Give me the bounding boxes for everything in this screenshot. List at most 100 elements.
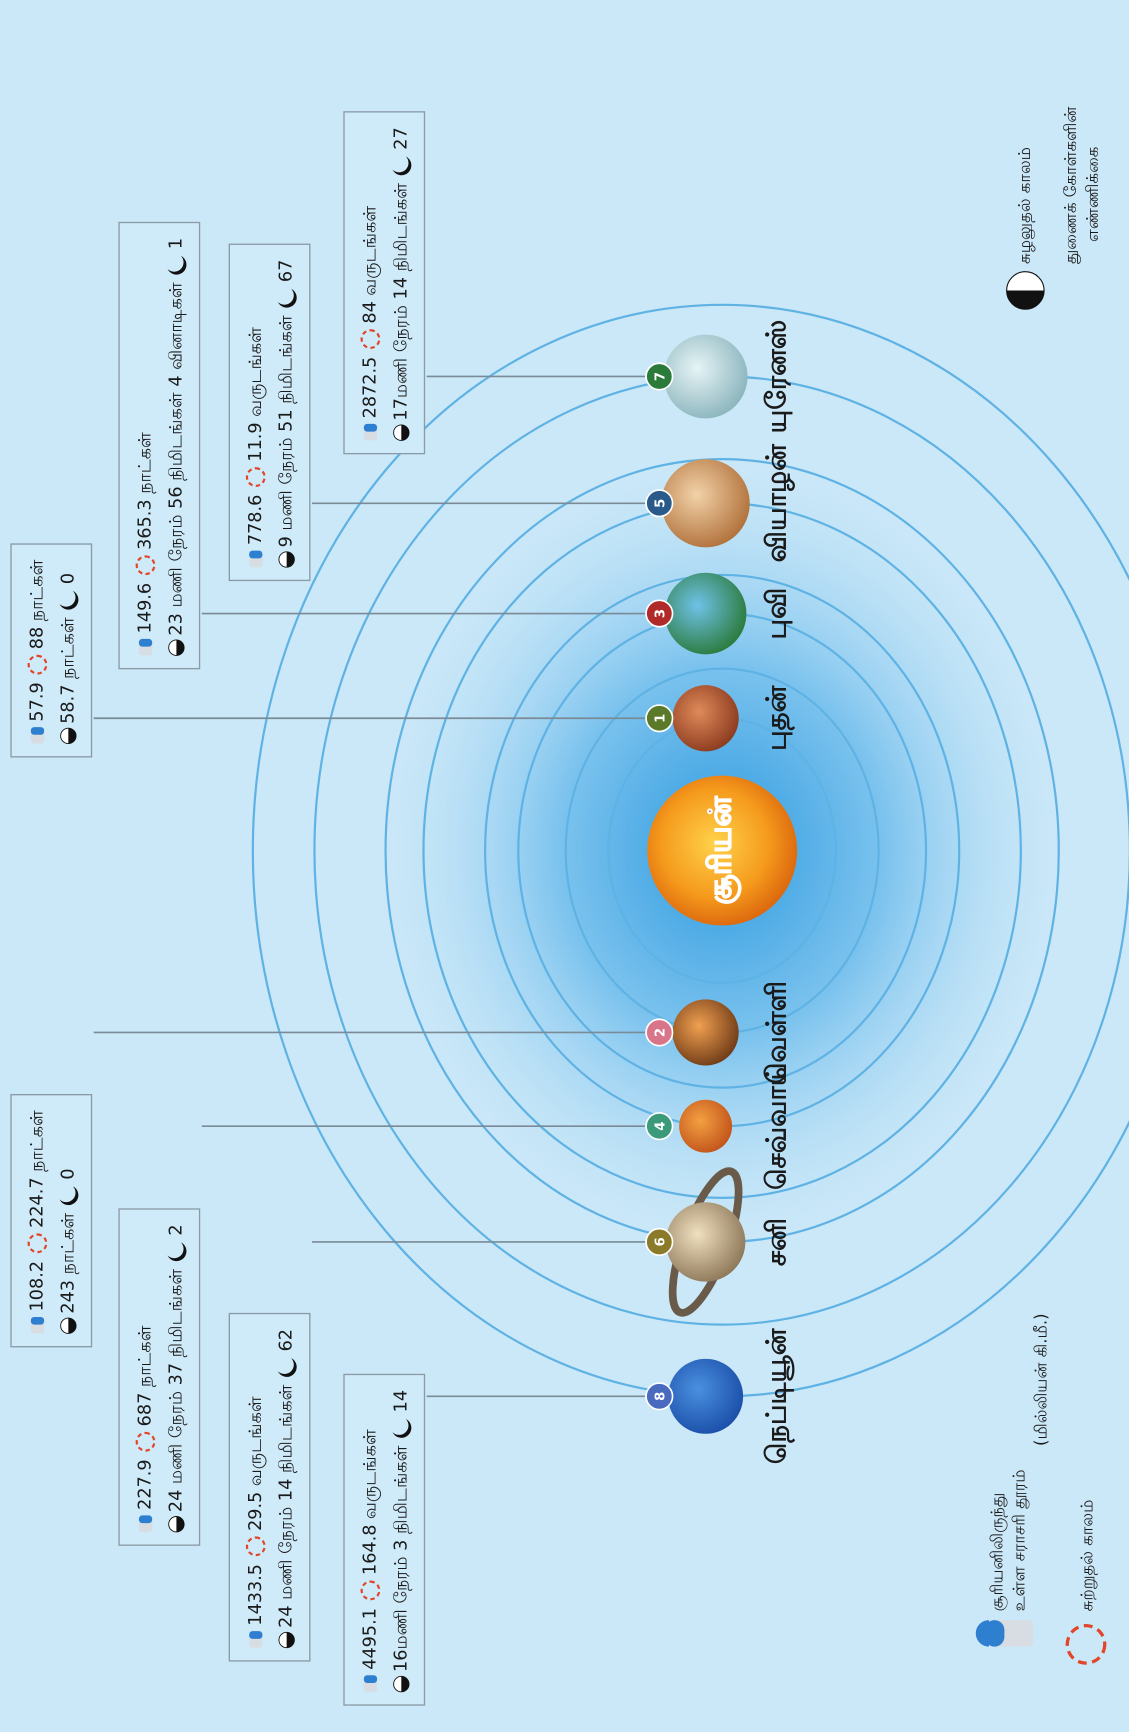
- info-box: 227.9 687 நாட்கள் 24 மணி நேரம் 37 நிமிடங்க…: [119, 1209, 199, 1545]
- rotation-period: 9 மணி நேரம் 51 நிமிடங்கள்: [277, 314, 298, 547]
- planet-number: 5: [653, 499, 668, 508]
- legend-rotation-text: சுழலுதல் காலம்: [1015, 147, 1035, 264]
- revolution-period: 84 வருடங்கள்: [360, 205, 380, 324]
- planet-name-group: புதன்: [760, 684, 795, 750]
- planet-number-group: 6: [653, 1237, 668, 1246]
- planet-name: புதன்: [760, 684, 795, 750]
- planet: [673, 999, 739, 1065]
- distance-icon-blue: [249, 551, 262, 559]
- planet-number: 7: [653, 372, 668, 381]
- revolution-period: 88 நாட்கள்: [27, 558, 48, 649]
- info-box-frame: [119, 1209, 199, 1545]
- solar-system-diagram: சூரியன் 1புதன்2வெள்ளி3புவி4செவ்வாய்5வியா…: [0, 0, 1129, 1732]
- rotation-period: 24 மணி நேரம் 37 நிமிடங்கள்: [166, 1268, 187, 1512]
- planet-number: 8: [653, 1392, 668, 1401]
- planet-number-group: 7: [653, 372, 668, 381]
- planet-number-group: 4: [653, 1122, 668, 1131]
- rotation-period: 24 மணி நேரம் 14 நிமிடங்கள்: [277, 1383, 298, 1627]
- distance: 227.9: [136, 1459, 156, 1509]
- distance-icon-blue: [139, 639, 152, 647]
- distance: 1433.5: [246, 1564, 266, 1626]
- info-box-frame: [119, 222, 199, 668]
- planet: [666, 1202, 745, 1281]
- info-box-frame: [11, 544, 91, 757]
- planet-number-group: 1: [653, 714, 668, 723]
- info-box: 1433.5 29.5 வருடங்கள் 24 மணி நேரம் 14 நிமி…: [229, 1314, 309, 1661]
- planet: [665, 573, 747, 655]
- rotation-period: 58.7 நாட்கள்: [58, 616, 79, 724]
- rotation-period: 16மணி நேரம் 3 நிமிடங்கள்: [391, 1444, 412, 1672]
- moon-count: 0: [58, 573, 78, 584]
- revolution-period: 365.3 நாட்கள்: [136, 431, 157, 550]
- legend-unit: (மில்லியன் கி.மீ.): [1031, 1313, 1050, 1445]
- planet-name: யுரேனஸ்: [760, 320, 792, 434]
- moon-count: 27: [391, 127, 411, 149]
- distance-icon-blue: [364, 424, 377, 432]
- info-box-frame: [344, 112, 424, 454]
- revolution-period: 224.7 நாட்கள்: [27, 1109, 48, 1228]
- legend-text: எண்ணிக்கை: [1083, 146, 1102, 242]
- legend-text: உள்ள சராசரி தூரம்: [1009, 1469, 1029, 1611]
- planet-number-group: 5: [653, 499, 668, 508]
- revolution-period: 164.8 வருடங்கள்: [360, 1428, 380, 1575]
- distance: 149.6: [136, 583, 156, 633]
- planet-number: 4: [653, 1122, 668, 1131]
- moon-count: 0: [58, 1168, 78, 1179]
- planet-name: நெப்டியூன்: [760, 1327, 795, 1464]
- revolution-period: 29.5 வருடங்கள்: [246, 1395, 266, 1531]
- planet-name-group: நெப்டியூன்: [760, 1327, 795, 1464]
- distance-icon-blue: [249, 1631, 262, 1639]
- info-box: 4495.1 164.8 வருடங்கள் 16மணி நேரம் 3 நிமிட…: [344, 1374, 424, 1705]
- planet-name-group: புவி: [760, 588, 792, 640]
- planet-name: வியாழன்: [760, 443, 795, 563]
- info-box: 149.6 365.3 நாட்கள் 23 மணி நேரம் 56 நிமிடங…: [119, 222, 199, 668]
- info-box: 108.2224.7 நாட்கள்243 நாட்கள்0: [11, 1095, 91, 1347]
- distance: 2872.5: [360, 357, 380, 419]
- page: {"sun": {"label": "சூரியன்"}, "planets":…: [0, 0, 1129, 1732]
- moon-count: 62: [277, 1329, 297, 1351]
- planet-name: சனி: [760, 1218, 792, 1266]
- planet-number: 6: [653, 1237, 668, 1246]
- planet-name-group: செவ்வாய்: [760, 1062, 792, 1189]
- planet: [662, 459, 750, 547]
- legend-revolution-text: சுற்றுதல் காலம்: [1078, 1500, 1098, 1612]
- info-box-frame: [229, 1314, 309, 1661]
- info-box: 2872.584 வருடங்கள்17மணி நேரம் 14 நிமிடங்…: [344, 112, 424, 454]
- planet-number: 1: [653, 714, 668, 723]
- rotation-period: 243 நாட்கள்: [58, 1212, 79, 1314]
- legend-text: சூரியனிலிருந்து: [987, 1493, 1007, 1612]
- legend-text: சுழலுதல் காலம்: [1015, 147, 1035, 264]
- planet-number: 3: [653, 609, 668, 618]
- planet: [664, 335, 748, 419]
- planet-name-group: சனி: [760, 1218, 792, 1266]
- planet-number-group: 3: [653, 609, 668, 618]
- planet: [673, 685, 739, 751]
- distance-icon-blue: [31, 1317, 44, 1325]
- planet: [679, 1100, 732, 1153]
- revolution-period: 687 நாட்கள்: [136, 1324, 157, 1426]
- info-box-frame: [344, 1374, 424, 1705]
- planet-name-group: வியாழன்: [760, 443, 795, 563]
- distance-icon-blue: [364, 1675, 377, 1683]
- sun-label-group: சூரியன்: [703, 795, 742, 904]
- legend-text: துணைக் கோள்களின்: [1061, 106, 1081, 264]
- revolution-period: 11.9 வருடங்கள்: [246, 326, 266, 462]
- planet-number-group: 2: [653, 1028, 668, 1037]
- planet-number-group: 8: [653, 1392, 668, 1401]
- planet-number: 2: [653, 1028, 668, 1037]
- rotation-period: 23 மணி நேரம் 56 நிமிடங்கள் 4 வினாடிகள்: [166, 281, 187, 635]
- sun-label: சூரியன்: [703, 795, 742, 904]
- moon-count: 67: [277, 260, 297, 282]
- distance-icon-blue: [139, 1515, 152, 1523]
- planet: [668, 1359, 743, 1434]
- planet-name: புவி: [760, 588, 792, 640]
- moon-count: 1: [166, 238, 186, 249]
- info-box-frame: [229, 244, 309, 580]
- moon-count: 14: [391, 1390, 411, 1412]
- planet-name-group: யுரேனஸ்: [760, 320, 792, 434]
- distance-icon-blue: [31, 727, 44, 735]
- legend-text: சுற்றுதல் காலம்: [1078, 1500, 1098, 1612]
- distance: 778.6: [246, 495, 266, 545]
- distance: 4495.1: [360, 1608, 380, 1670]
- info-box: 57.988 நாட்கள்58.7 நாட்கள்0: [11, 544, 91, 757]
